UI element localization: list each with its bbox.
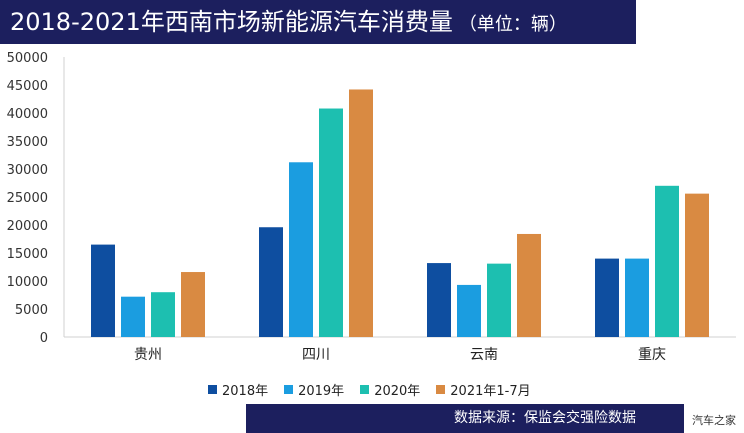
bar bbox=[121, 296, 145, 337]
chart-title-main: 2018-2021年西南市场新能源汽车消费量 bbox=[10, 8, 453, 36]
y-tick-label: 40000 bbox=[7, 107, 48, 122]
legend-label: 2019年 bbox=[298, 384, 345, 399]
y-tick-label: 50000 bbox=[7, 51, 48, 66]
bar bbox=[349, 89, 373, 337]
y-tick-label: 0 bbox=[40, 331, 48, 346]
legend-label: 2018年 bbox=[222, 384, 269, 399]
chart-title-unit: （单位：辆） bbox=[458, 14, 567, 35]
legend-label: 2020年 bbox=[374, 384, 421, 399]
x-tick-label: 重庆 bbox=[638, 347, 666, 363]
bar bbox=[259, 227, 283, 337]
title-bar: 2018-2021年西南市场新能源汽车消费量 （单位：辆） bbox=[0, 0, 744, 44]
source-banner bbox=[246, 404, 684, 433]
bar bbox=[655, 185, 679, 337]
legend-swatch bbox=[208, 385, 217, 394]
legend-item: 2018年 bbox=[208, 380, 268, 399]
bar bbox=[427, 263, 451, 337]
y-tick-label: 35000 bbox=[7, 135, 48, 150]
y-tick-label: 30000 bbox=[7, 163, 48, 178]
legend-swatch bbox=[284, 385, 294, 394]
y-tick-label: 15000 bbox=[7, 247, 48, 262]
bar bbox=[517, 233, 541, 337]
y-tick-label: 5000 bbox=[15, 303, 48, 318]
legend-swatch bbox=[360, 385, 370, 394]
legend-item: 2021年1-7月 bbox=[436, 380, 531, 399]
x-tick-label: 四川 bbox=[302, 347, 330, 363]
x-tick-label: 云南 bbox=[470, 347, 498, 363]
legend-swatch bbox=[436, 385, 446, 394]
y-tick-label: 20000 bbox=[7, 219, 48, 234]
bar-chart: 0 5000 10000 15000 20000 25000 30000 35000 40000… bbox=[7, 51, 736, 363]
bar bbox=[91, 244, 115, 337]
bar bbox=[487, 263, 511, 337]
bar bbox=[319, 108, 343, 338]
legend-item: 2019年 bbox=[284, 380, 344, 399]
title-banner bbox=[0, 0, 636, 44]
data-source: 数据来源：保监会交强险数据 bbox=[454, 410, 636, 426]
legend-item: 2020年 bbox=[360, 380, 420, 399]
bar bbox=[151, 292, 175, 337]
bar bbox=[595, 258, 619, 337]
watermark: 汽车之家 bbox=[692, 414, 736, 427]
y-tick-label: 45000 bbox=[7, 79, 48, 94]
y-tick-label: 25000 bbox=[7, 191, 48, 206]
legend-label: 2021年1-7月 bbox=[450, 384, 531, 399]
bar bbox=[457, 284, 481, 337]
bar bbox=[685, 193, 709, 337]
chart-legend: 2018年 2019年 2020年 2021年1-7月 bbox=[208, 380, 531, 399]
bar bbox=[181, 272, 205, 337]
bar bbox=[625, 258, 649, 337]
bar bbox=[289, 162, 313, 337]
x-tick-label: 贵州 bbox=[134, 347, 162, 363]
y-tick-label: 10000 bbox=[7, 275, 48, 290]
chart-title: 2018-2021年西南市场新能源汽车消费量 （单位：辆） bbox=[10, 6, 567, 41]
